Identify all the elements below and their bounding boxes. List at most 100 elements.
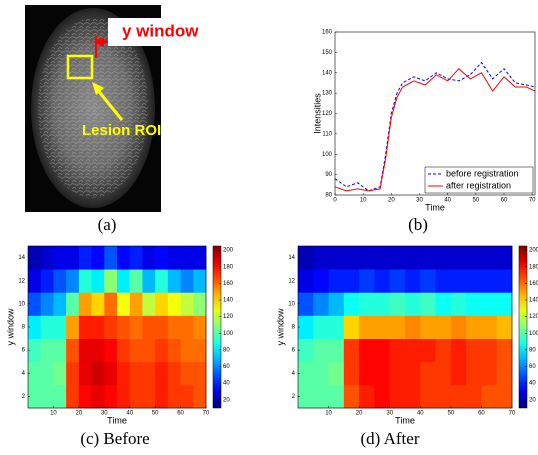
heat-cell: [66, 315, 80, 339]
heat-cell: [435, 338, 452, 363]
heat-cell: [405, 315, 421, 339]
heat-cell: [405, 338, 421, 363]
heat-cell: [167, 361, 181, 386]
heat-cell: [155, 269, 169, 293]
heat-cell: [28, 361, 42, 386]
heat-cell: [66, 269, 80, 293]
heat-cell: [389, 384, 406, 409]
heat-cell: [405, 361, 421, 386]
y-tick-label: 100: [322, 152, 333, 158]
y-tick-label: 6: [292, 348, 296, 354]
heat-cell: [129, 246, 143, 270]
heat-cell: [466, 246, 482, 270]
heat-cell: [78, 246, 92, 270]
heat-cell: [313, 338, 329, 363]
heat-cell: [328, 361, 345, 386]
heat-cell: [104, 361, 118, 386]
heat-cell: [40, 361, 54, 386]
colorbar-tick-label: 20: [529, 397, 536, 403]
heat-cell: [298, 269, 314, 293]
heat-cell: [78, 384, 92, 409]
heat-cell: [167, 269, 181, 293]
y-tick-label: 10: [18, 301, 25, 307]
heat-cell: [129, 384, 143, 409]
heat-cell: [405, 292, 421, 316]
heat-cell: [142, 361, 156, 386]
colorbar-tick-label: 140: [223, 298, 234, 304]
heat-cell: [481, 292, 498, 316]
heat-cell: [28, 384, 42, 409]
heat-cell: [450, 315, 467, 339]
heat-cell: [142, 338, 156, 363]
heat-cell: [104, 338, 118, 363]
heat-cell: [129, 269, 143, 293]
heat-cell: [496, 246, 513, 270]
heat-cell: [193, 246, 207, 270]
x-tick-label: 10: [360, 198, 367, 204]
mri-image: y window Lesion ROI: [25, 5, 214, 212]
heat-cell: [328, 246, 345, 270]
heat-cell: [450, 292, 467, 316]
heat-cell: [496, 384, 513, 409]
x-tick-label: 40: [444, 198, 451, 204]
heat-cell: [66, 384, 80, 409]
heat-cell: [435, 315, 452, 339]
heat-cell: [40, 338, 54, 363]
heat-cell: [298, 361, 314, 386]
heat-cell: [91, 384, 105, 409]
heat-cell: [374, 361, 391, 386]
caption: (b): [408, 215, 428, 234]
heat-cell: [343, 269, 360, 293]
heat-cell: [313, 315, 329, 339]
y-axis-label: y window: [275, 308, 285, 346]
heat-cell: [155, 338, 169, 363]
y-tick-label: 160: [322, 30, 333, 36]
roi-label: y window: [122, 21, 199, 40]
x-tick-label: 30: [101, 411, 108, 417]
colorbar-tick-label: 120: [529, 314, 538, 320]
y-axis-label: y window: [5, 308, 15, 346]
heat-cell: [40, 246, 54, 270]
heat-cell: [28, 246, 42, 270]
x-tick-label: 50: [152, 411, 159, 417]
heat-cell: [104, 384, 118, 409]
heat-cell: [142, 315, 156, 339]
colorbar-tick-label: 80: [529, 347, 536, 353]
heat-cell: [496, 292, 513, 316]
heat-cell: [117, 338, 131, 363]
heat-cell: [167, 338, 181, 363]
heat-cell: [435, 384, 452, 409]
heat-cell: [91, 315, 105, 339]
heat-cell: [167, 384, 181, 409]
y-tick-label: 2: [22, 394, 26, 400]
heat-cell: [78, 361, 92, 386]
legend-label: before registration: [446, 168, 519, 178]
colorbar-tick-label: 40: [223, 381, 230, 387]
caption: (c) Before: [80, 429, 149, 448]
heat-cell: [374, 338, 391, 363]
heat-cell: [481, 315, 498, 339]
y-tick-label: 12: [18, 278, 25, 284]
y-tick-label: 8: [292, 325, 296, 331]
heat-cell: [343, 315, 360, 339]
colorbar-tick-label: 140: [529, 298, 538, 304]
heat-cell: [298, 246, 314, 270]
heat-cell: [40, 269, 54, 293]
heat-cell: [40, 315, 54, 339]
heat-cell: [193, 269, 207, 293]
heat-cell: [328, 292, 345, 316]
heat-cell: [167, 315, 181, 339]
heat-cell: [193, 384, 207, 409]
colorbar-tick-label: 180: [223, 264, 234, 270]
heat-cell: [328, 338, 345, 363]
heat-cell: [466, 269, 482, 293]
heat-cell: [405, 269, 421, 293]
heat-cell: [117, 246, 131, 270]
heat-cell: [389, 292, 406, 316]
heat-cell: [359, 384, 375, 409]
heat-cell: [155, 384, 169, 409]
colorbar-tick-label: 160: [529, 281, 538, 287]
heat-cell: [66, 292, 80, 316]
heat-cell: [91, 246, 105, 270]
